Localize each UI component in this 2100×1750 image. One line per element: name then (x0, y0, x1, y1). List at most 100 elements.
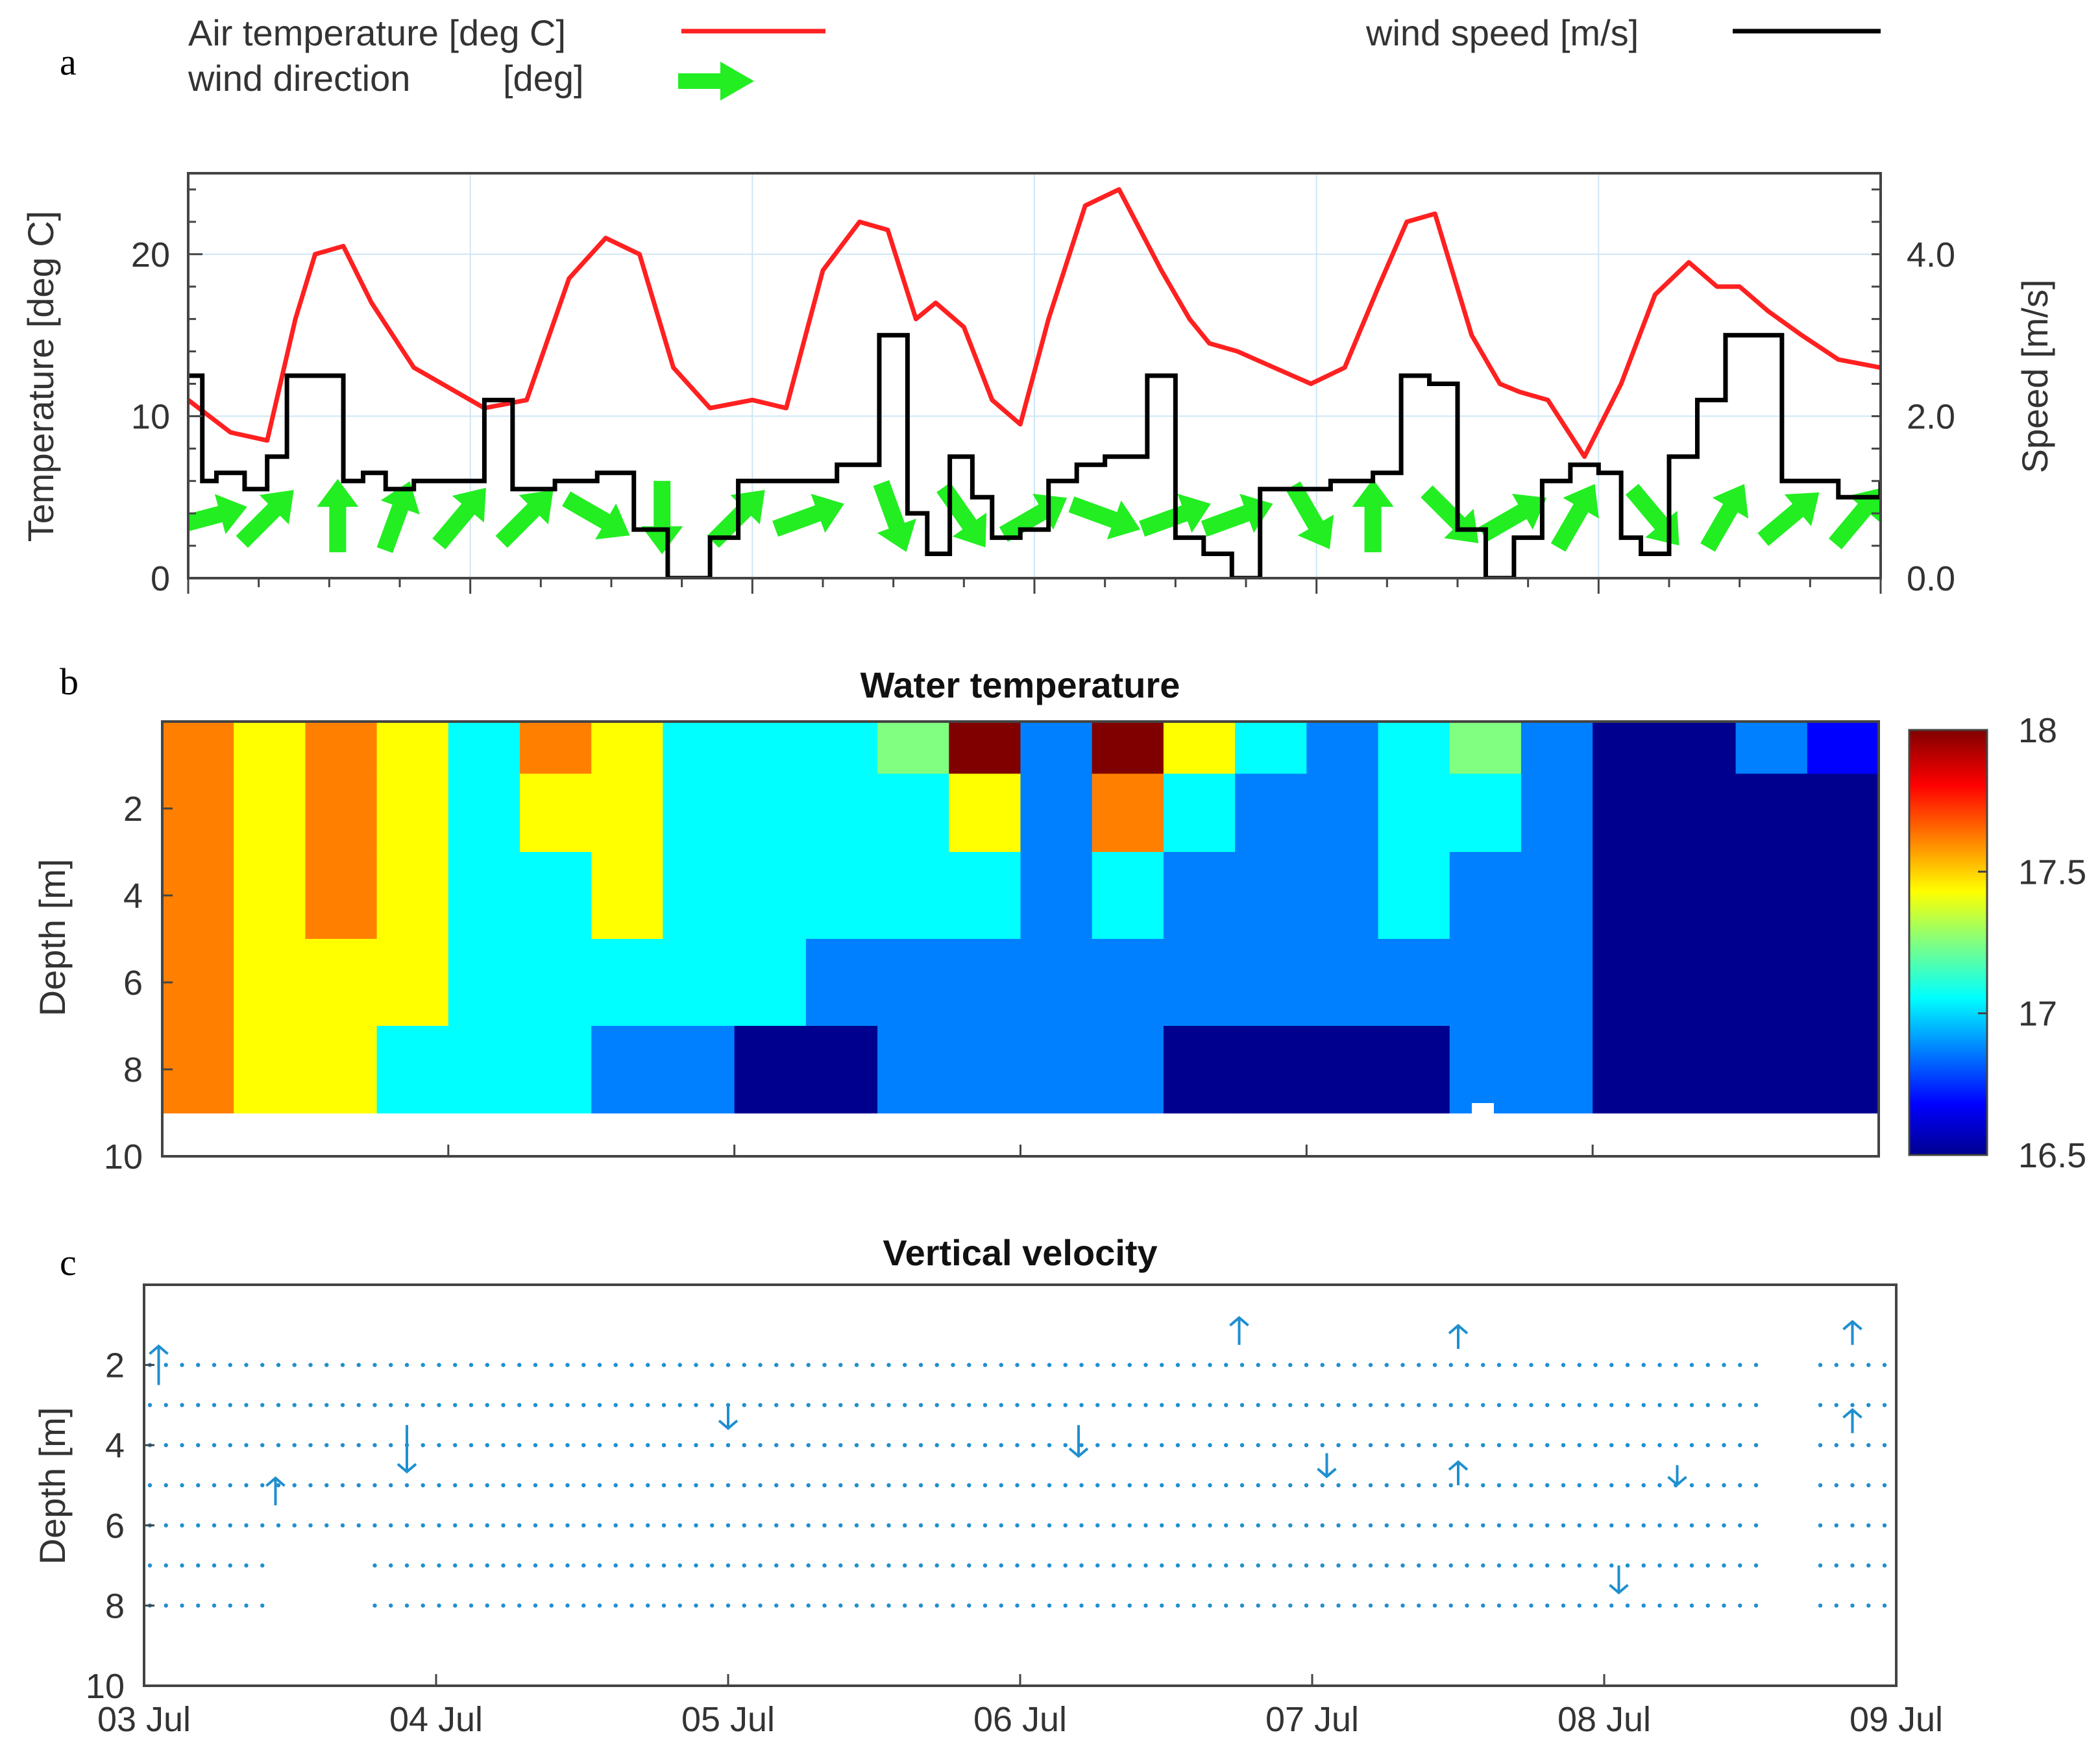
velocity-dot (533, 1523, 538, 1527)
velocity-dot (1352, 1443, 1357, 1448)
velocity-dot (790, 1403, 795, 1407)
velocity-dot (886, 1603, 891, 1608)
temperature-cell (448, 722, 521, 775)
velocity-dot (951, 1363, 955, 1367)
velocity-dot (1545, 1403, 1550, 1407)
velocity-dot (1288, 1483, 1293, 1488)
velocity-dot (389, 1523, 393, 1527)
temperature-cell (734, 939, 807, 1027)
velocity-dot (1834, 1523, 1838, 1527)
velocity-dot (244, 1563, 249, 1568)
velocity-dot (581, 1403, 586, 1407)
velocity-dot (822, 1403, 827, 1407)
temperature-cell (162, 939, 235, 1027)
velocity-dot (726, 1523, 731, 1527)
velocity-dot (1577, 1603, 1581, 1608)
velocity-dot (372, 1563, 377, 1568)
velocity-dot (661, 1563, 666, 1568)
velocity-dot (1448, 1563, 1453, 1568)
velocity-dot (1384, 1403, 1389, 1407)
velocity-dot (1448, 1443, 1453, 1448)
velocity-dot (1850, 1603, 1855, 1608)
velocity-dot (646, 1483, 650, 1488)
velocity-dot (549, 1603, 554, 1608)
velocity-dot (1465, 1403, 1469, 1407)
wind-direction-arrow (495, 490, 554, 548)
velocity-dot (613, 1603, 618, 1608)
velocity-dot (870, 1443, 875, 1448)
velocity-dot (1063, 1563, 1068, 1568)
velocity-dot (1031, 1603, 1036, 1608)
temperature-cell (1092, 773, 1164, 853)
velocity-dot (1288, 1603, 1293, 1608)
y-tick-label: 8 (123, 1051, 143, 1089)
wind-direction-arrow (1352, 479, 1394, 553)
velocity-dot (1625, 1603, 1630, 1608)
velocity-dot (1272, 1483, 1276, 1488)
velocity-dot (903, 1523, 907, 1527)
velocity-dot (1336, 1403, 1341, 1407)
velocity-dot (999, 1363, 1003, 1367)
velocity-dot (1160, 1483, 1164, 1488)
velocity-dot (1208, 1563, 1212, 1568)
velocity-dot (565, 1603, 570, 1608)
velocity-dot (517, 1563, 522, 1568)
temperature-cell (1020, 722, 1093, 775)
velocity-dot (1834, 1403, 1838, 1407)
velocity-dot (758, 1523, 763, 1527)
velocity-dot (1609, 1523, 1614, 1527)
velocity-dot (1689, 1443, 1694, 1448)
velocity-dot (308, 1403, 313, 1407)
velocity-dot (1513, 1363, 1517, 1367)
velocity-dot (1015, 1443, 1019, 1448)
velocity-dot (501, 1403, 506, 1407)
temperature-cell (1449, 852, 1522, 940)
temperature-cell (663, 1026, 735, 1113)
velocity-dot (854, 1523, 859, 1527)
temperature-cell (520, 773, 592, 853)
velocity-dot (1432, 1563, 1437, 1568)
velocity-dot (742, 1483, 746, 1488)
velocity-dot (1818, 1483, 1823, 1488)
y-tick-label-right: 2.0 (1907, 397, 1955, 436)
velocity-dot (1304, 1603, 1309, 1608)
wind-direction-series (188, 479, 1881, 555)
wind-direction-arrow-shape (1625, 483, 1679, 546)
velocity-dot (1239, 1403, 1245, 1407)
velocity-dot (1047, 1443, 1052, 1448)
velocity-dot (180, 1563, 184, 1568)
temperature-cell (1163, 939, 1236, 1027)
x-tick-label: 08 Jul (1557, 1700, 1651, 1739)
temperature-cell (1664, 722, 1737, 775)
x-tick-label: 05 Jul (681, 1700, 775, 1739)
wind-direction-arrow-shape (1286, 481, 1334, 550)
velocity-dot (1705, 1363, 1710, 1367)
velocity-dot (437, 1403, 441, 1407)
velocity-dot (918, 1403, 923, 1407)
velocity-dot (903, 1403, 907, 1407)
velocity-dot (983, 1563, 988, 1568)
velocity-dot (1160, 1603, 1164, 1608)
temperature-cell (1449, 722, 1522, 775)
velocity-dot (1336, 1483, 1341, 1488)
velocity-dot (1625, 1483, 1630, 1488)
velocity-dot (1417, 1403, 1421, 1407)
velocity-dot (1705, 1483, 1710, 1488)
velocity-dot (613, 1403, 618, 1407)
temperature-cell (1593, 773, 1665, 853)
velocity-dot (886, 1483, 891, 1488)
water-temperature-contours (162, 722, 1879, 1113)
velocity-dot (1352, 1403, 1357, 1407)
velocity-dot (292, 1443, 297, 1448)
velocity-dot (1593, 1363, 1598, 1367)
velocity-dot (501, 1603, 506, 1608)
velocity-dot (180, 1363, 184, 1367)
velocity-dot (1175, 1483, 1180, 1488)
temperature-cell (162, 1026, 235, 1113)
velocity-dot (533, 1483, 538, 1488)
velocity-dot (1160, 1403, 1164, 1407)
velocity-dot (1689, 1403, 1694, 1407)
velocity-dot (999, 1523, 1003, 1527)
temperature-cell (305, 852, 378, 940)
velocity-dot (918, 1563, 923, 1568)
